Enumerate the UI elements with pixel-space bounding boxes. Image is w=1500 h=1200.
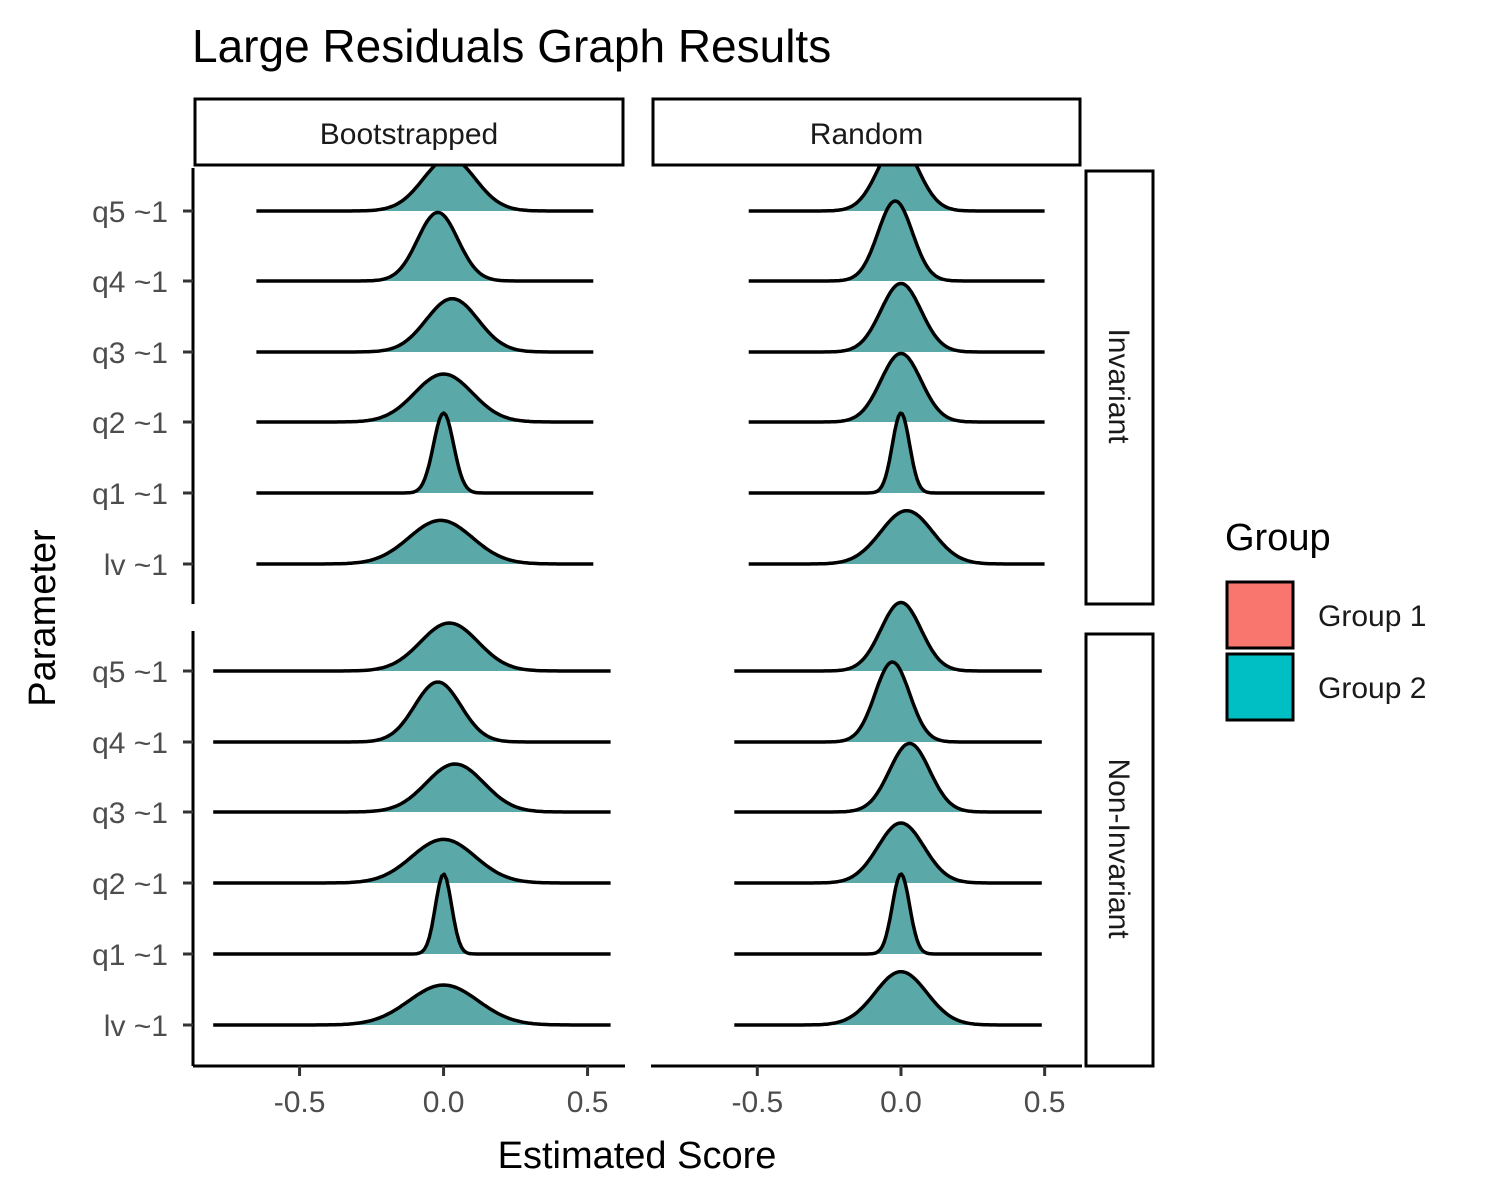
x-tick-label: 0.0 [423, 1086, 465, 1119]
density-outline-q4-1 [256, 210, 594, 283]
density-outline-q1-1 [256, 411, 594, 495]
density-outline-lv-1 [256, 518, 594, 566]
density-fill-q2-1 [748, 353, 1045, 422]
density-outline-q1-1 [734, 872, 1042, 956]
density-outline-q5-1 [256, 155, 594, 213]
strip-label-non-invariant: Non-Invariant [1102, 758, 1135, 939]
y-tick-label-q2-1: q2 ~1 [92, 868, 168, 901]
density-outline-q2-1 [213, 837, 611, 885]
density-fill-lv-1 [734, 971, 1042, 1025]
panel-invariant-bootstrapped [256, 155, 594, 566]
panel-non-invariant-random [734, 600, 1042, 1027]
density-fill-q3-1 [213, 764, 611, 812]
facet-strips: Bootstrapped Random Invariant Non-Invariant [193, 97, 1155, 1068]
legend-title: Group [1225, 517, 1331, 559]
density-fill-q2-1 [213, 839, 611, 883]
density-fill-lv-1 [748, 510, 1045, 564]
chart-title: Large Residuals Graph Results [192, 20, 831, 72]
y-tick-label-q5-1: q5 ~1 [92, 656, 168, 689]
y-tick-label-q3-1: q3 ~1 [92, 337, 168, 370]
panel-invariant-random [748, 140, 1045, 566]
x-tick-label: -0.5 [274, 1086, 326, 1119]
density-fill-lv-1 [256, 520, 594, 564]
y-tick-label-q1-1: q1 ~1 [92, 478, 168, 511]
density-fill-q3-1 [734, 743, 1042, 812]
density-outline-lv-1 [748, 508, 1045, 566]
density-outline-q2-1 [748, 351, 1045, 424]
density-fill-q2-1 [734, 823, 1042, 883]
density-outline-q2-1 [734, 821, 1042, 885]
strip-invariant: Invariant [1084, 169, 1155, 606]
strip-label-random: Random [810, 118, 923, 151]
strip-label-bootstrapped: Bootstrapped [320, 118, 498, 151]
density-fill-q1-1 [748, 413, 1045, 493]
y-tick-label-q1-1: q1 ~1 [92, 939, 168, 972]
density-fill-q1-1 [213, 874, 611, 954]
density-fill-q3-1 [256, 298, 594, 352]
strip-bootstrapped: Bootstrapped [193, 97, 625, 167]
density-fill-q1-1 [734, 874, 1042, 954]
y-tick-label-q5-1: q5 ~1 [92, 196, 168, 229]
density-outline-lv-1 [734, 969, 1042, 1027]
density-fill-q4-1 [734, 662, 1042, 742]
density-fill-q5-1 [748, 142, 1045, 211]
density-outline-q3-1 [734, 741, 1042, 814]
y-axis-title: Parameter [22, 529, 64, 707]
y-tick-label-lv-1: lv ~1 [104, 1010, 168, 1043]
density-outline-q4-1 [734, 660, 1042, 744]
density-fill-q2-1 [256, 374, 594, 422]
density-outline-q5-1 [734, 600, 1042, 673]
density-fill-q3-1 [748, 283, 1045, 352]
y-tick-label-q4-1: q4 ~1 [92, 266, 168, 299]
panel-non-invariant-bootstrapped [213, 621, 611, 1027]
y-tick-label-q2-1: q2 ~1 [92, 407, 168, 440]
legend: Group Group 1 Group 2 [1225, 517, 1426, 722]
x-tick-label: 0.0 [880, 1086, 922, 1119]
density-outline-q5-1 [213, 621, 611, 673]
density-outline-q4-1 [748, 199, 1045, 283]
density-outline-q2-1 [256, 372, 594, 424]
density-fill-q5-1 [734, 602, 1042, 671]
legend-label-group-1: Group 1 [1318, 600, 1426, 633]
x-axis-title: Estimated Score [498, 1135, 777, 1177]
y-tick-label-q3-1: q3 ~1 [92, 797, 168, 830]
strip-label-invariant: Invariant [1102, 328, 1135, 444]
facet-panels [213, 140, 1045, 1027]
density-outline-q1-1 [213, 872, 611, 956]
density-outline-q4-1 [213, 680, 611, 744]
strip-non-invariant: Non-Invariant [1084, 632, 1155, 1068]
x-tick-label: 0.5 [1024, 1086, 1066, 1119]
legend-swatch-group-1 [1225, 580, 1295, 650]
density-fill-q5-1 [213, 623, 611, 671]
density-fill-q5-1 [256, 157, 594, 211]
density-outline-q3-1 [213, 762, 611, 814]
strip-random: Random [651, 97, 1082, 167]
density-outline-q1-1 [748, 411, 1045, 495]
x-tick-label: -0.5 [731, 1086, 783, 1119]
y-tick-label-q4-1: q4 ~1 [92, 727, 168, 760]
density-fill-lv-1 [213, 985, 611, 1025]
legend-swatch-group-2 [1225, 652, 1295, 722]
density-outline-lv-1 [213, 983, 611, 1027]
legend-label-group-2: Group 2 [1318, 672, 1426, 705]
density-fill-q4-1 [748, 201, 1045, 281]
y-tick-label-lv-1: lv ~1 [104, 549, 168, 582]
density-outline-q3-1 [256, 296, 594, 354]
x-tick-label: 0.5 [567, 1086, 609, 1119]
density-outline-q3-1 [748, 281, 1045, 354]
density-fill-q4-1 [256, 212, 594, 281]
axes: q5 ~1 q4 ~1 q3 ~1 q2 ~1 q1 ~1 lv ~1 q5 ~1 q4 ~1… [92, 168, 1082, 1119]
